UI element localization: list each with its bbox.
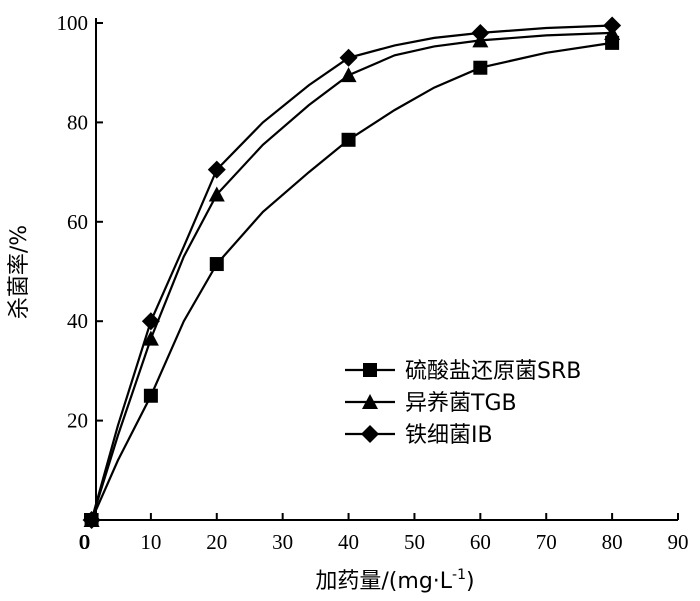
x-ticks: 0 10 20 30 40 50 60 70 80 900: [79, 513, 689, 554]
data-point-ib-40: [339, 48, 358, 67]
axes: [85, 18, 678, 522]
data-point-ib-10: [141, 312, 160, 331]
x-tick-label-70: 70: [536, 530, 557, 554]
series-line-ib: [90, 24, 613, 521]
data-point-ib-80: [603, 16, 622, 35]
legend-item-ib: 铁细菌IB: [345, 423, 493, 448]
x-tick-label-10: 10: [140, 530, 161, 554]
data-point-tgb-10: [142, 330, 159, 346]
x-axis-title: 加药量/(mg·L-1): [315, 567, 474, 594]
data-point-srb-60: [473, 60, 488, 75]
legend-item-srb: 硫酸盐还原菌SRB: [345, 359, 581, 384]
x-tick-label-0: 0: [80, 530, 91, 554]
legend-marker-tgb: [362, 394, 378, 409]
x-tick-label-60: 60: [470, 530, 491, 554]
y-tick-label-40: 40: [67, 309, 88, 333]
legend-label-srb: 硫酸盐还原菌SRB: [405, 359, 581, 384]
x-axis-title-close: ): [466, 569, 475, 594]
x-tick-label-50: 50: [404, 530, 425, 554]
y-tick-label-20: 20: [67, 409, 88, 433]
series-layer: [82, 16, 622, 529]
legend-item-tgb: 异养菌TGB: [345, 391, 517, 416]
x-axis-title-main: 加药量/(mg·L: [315, 569, 452, 594]
x-tick-label-30: 30: [272, 530, 293, 554]
data-point-tgb-40: [340, 67, 357, 83]
data-point-ib-60: [471, 23, 490, 42]
data-point-tgb-20: [208, 186, 225, 202]
series-line-srb: [90, 41, 613, 521]
x-tick-label-20: 20: [206, 530, 227, 554]
data-point-srb-20: [209, 257, 224, 272]
data-point-srb-40: [341, 132, 356, 147]
data-point-srb-10: [143, 388, 158, 403]
y-tick-label-100: 100: [57, 11, 89, 35]
data-point-ib-20: [207, 160, 226, 179]
y-ticks: 20 40 60 80 100: [57, 11, 103, 433]
legend-label-tgb: 异养菌TGB: [405, 391, 517, 416]
y-tick-label-60: 60: [67, 210, 88, 234]
y-axis-title: 杀菌率/%: [7, 225, 32, 319]
legend: 硫酸盐还原菌SRB 异养菌TGB 铁细菌IB: [345, 359, 581, 448]
y-tick-label-80: 80: [67, 110, 88, 134]
x-axis-title-superscript: -1: [452, 567, 466, 583]
x-tick-label-40: 40: [338, 530, 359, 554]
legend-label-ib: 铁细菌IB: [405, 423, 493, 448]
x-origin-label: 0: [79, 530, 90, 554]
x-tick-label-90: 90: [668, 530, 689, 554]
legend-marker-srb: [363, 363, 377, 377]
x-tick-label-80: 80: [602, 530, 623, 554]
data-point-ib-1: [82, 511, 101, 529]
legend-marker-ib: [361, 425, 379, 443]
